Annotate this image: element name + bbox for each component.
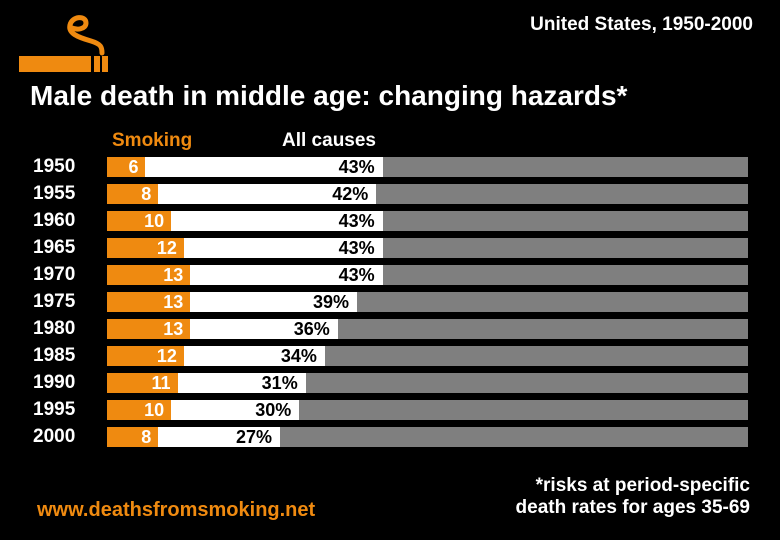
remainder-bar-segment: 30% 10 — [107, 400, 748, 420]
smoking-value-label: 10 — [144, 400, 165, 420]
smoking-value-label: 12 — [156, 238, 177, 258]
footnote-line-2: death rates for ages 35-69 — [515, 497, 750, 518]
year-label: 1955 — [33, 183, 76, 204]
smoking-bar-segment: 10 — [107, 211, 172, 231]
all-causes-value-label: 43% — [338, 157, 375, 177]
remainder-bar-segment: 31% 11 — [107, 373, 748, 393]
chart-row: 1995 30% 10 — [0, 400, 780, 427]
smoking-value-label: 11 — [151, 373, 171, 393]
smoking-bar-segment: 13 — [107, 292, 191, 312]
column-header-all-causes: All causes — [282, 130, 376, 151]
all-causes-bar-segment: 43% — [107, 157, 383, 177]
remainder-bar-segment: 43% 6 — [107, 157, 748, 177]
remainder-bar-segment: 43% 13 — [107, 265, 748, 285]
all-causes-value-label: 36% — [293, 319, 330, 339]
remainder-bar-segment: 36% 13 — [107, 319, 748, 339]
remainder-bar-segment: 39% 13 — [107, 292, 748, 312]
year-label: 1985 — [33, 345, 76, 366]
year-label: 1980 — [33, 318, 76, 339]
remainder-bar-segment: 34% 12 — [107, 346, 748, 366]
chart-row: 1955 42% 8 — [0, 184, 780, 211]
chart-row: 1985 34% 12 — [0, 346, 780, 373]
footnote: *risks at period-specific death rates fo… — [516, 475, 750, 519]
column-header-smoking: Smoking — [112, 130, 193, 151]
website-link[interactable]: www.deathsfromsmoking.net — [37, 499, 316, 521]
region-period-label: United States, 1950-2000 — [530, 14, 753, 35]
all-causes-value-label: 31% — [261, 373, 298, 393]
smoking-value-label: 8 — [141, 427, 152, 447]
year-label: 2000 — [33, 426, 76, 447]
smoking-bar-segment: 8 — [107, 427, 159, 447]
all-causes-value-label: 30% — [255, 400, 292, 420]
smoking-value-label: 8 — [141, 184, 152, 204]
smoking-bar-segment: 6 — [107, 157, 146, 177]
smoking-value-label: 13 — [163, 319, 184, 339]
footnote-line-1: *risks at period-specific — [535, 475, 750, 496]
chart-row: 1950 43% 6 — [0, 157, 780, 184]
all-causes-value-label: 43% — [338, 211, 375, 231]
all-causes-value-label: 34% — [280, 346, 317, 366]
cigarette-icon — [18, 7, 108, 73]
smoking-value-label: 10 — [144, 211, 165, 231]
chart-row: 1960 43% 10 — [0, 211, 780, 238]
chart-row: 1965 43% 12 — [0, 238, 780, 265]
smoking-bar-segment: 8 — [107, 184, 159, 204]
smoking-value-label: 13 — [163, 292, 184, 312]
year-label: 1960 — [33, 210, 76, 231]
column-headers: Smoking All causes — [0, 130, 780, 152]
remainder-bar-segment: 42% 8 — [107, 184, 748, 204]
all-causes-bar-segment: 42% — [107, 184, 377, 204]
smoking-bar-segment: 13 — [107, 319, 191, 339]
year-label: 1990 — [33, 372, 76, 393]
all-causes-value-label: 27% — [236, 427, 273, 447]
bar-chart: 1950 43% 6 1955 42% 8 1960 43% 10 1965 43% 12 1970 43… — [0, 157, 780, 454]
smoking-bar-segment: 12 — [107, 346, 184, 366]
all-causes-value-label: 39% — [312, 292, 349, 312]
chart-row: 1980 36% 13 — [0, 319, 780, 346]
all-causes-value-label: 42% — [332, 184, 369, 204]
year-label: 1995 — [33, 399, 76, 420]
remainder-bar-segment: 27% 8 — [107, 427, 748, 447]
chart-row: 1975 39% 13 — [0, 292, 780, 319]
all-causes-value-label: 43% — [338, 265, 375, 285]
remainder-bar-segment: 43% 10 — [107, 211, 748, 231]
remainder-bar-segment: 43% 12 — [107, 238, 748, 258]
smoking-bar-segment: 10 — [107, 400, 172, 420]
year-label: 1975 — [33, 291, 76, 312]
chart-row: 2000 27% 8 — [0, 427, 780, 454]
year-label: 1950 — [33, 156, 76, 177]
all-causes-value-label: 43% — [338, 238, 375, 258]
all-causes-bar-segment: 43% — [107, 211, 383, 231]
year-label: 1970 — [33, 264, 76, 285]
smoking-value-label: 6 — [128, 157, 139, 177]
chart-row: 1970 43% 13 — [0, 265, 780, 292]
chart-row: 1990 31% 11 — [0, 373, 780, 400]
smoking-bar-segment: 13 — [107, 265, 191, 285]
year-label: 1965 — [33, 237, 76, 258]
slide-title: Male death in middle age: changing hazar… — [30, 80, 628, 111]
smoking-bar-segment: 11 — [107, 373, 178, 393]
smoking-value-label: 12 — [156, 346, 177, 366]
smoking-value-label: 13 — [163, 265, 184, 285]
smoking-bar-segment: 12 — [107, 238, 184, 258]
